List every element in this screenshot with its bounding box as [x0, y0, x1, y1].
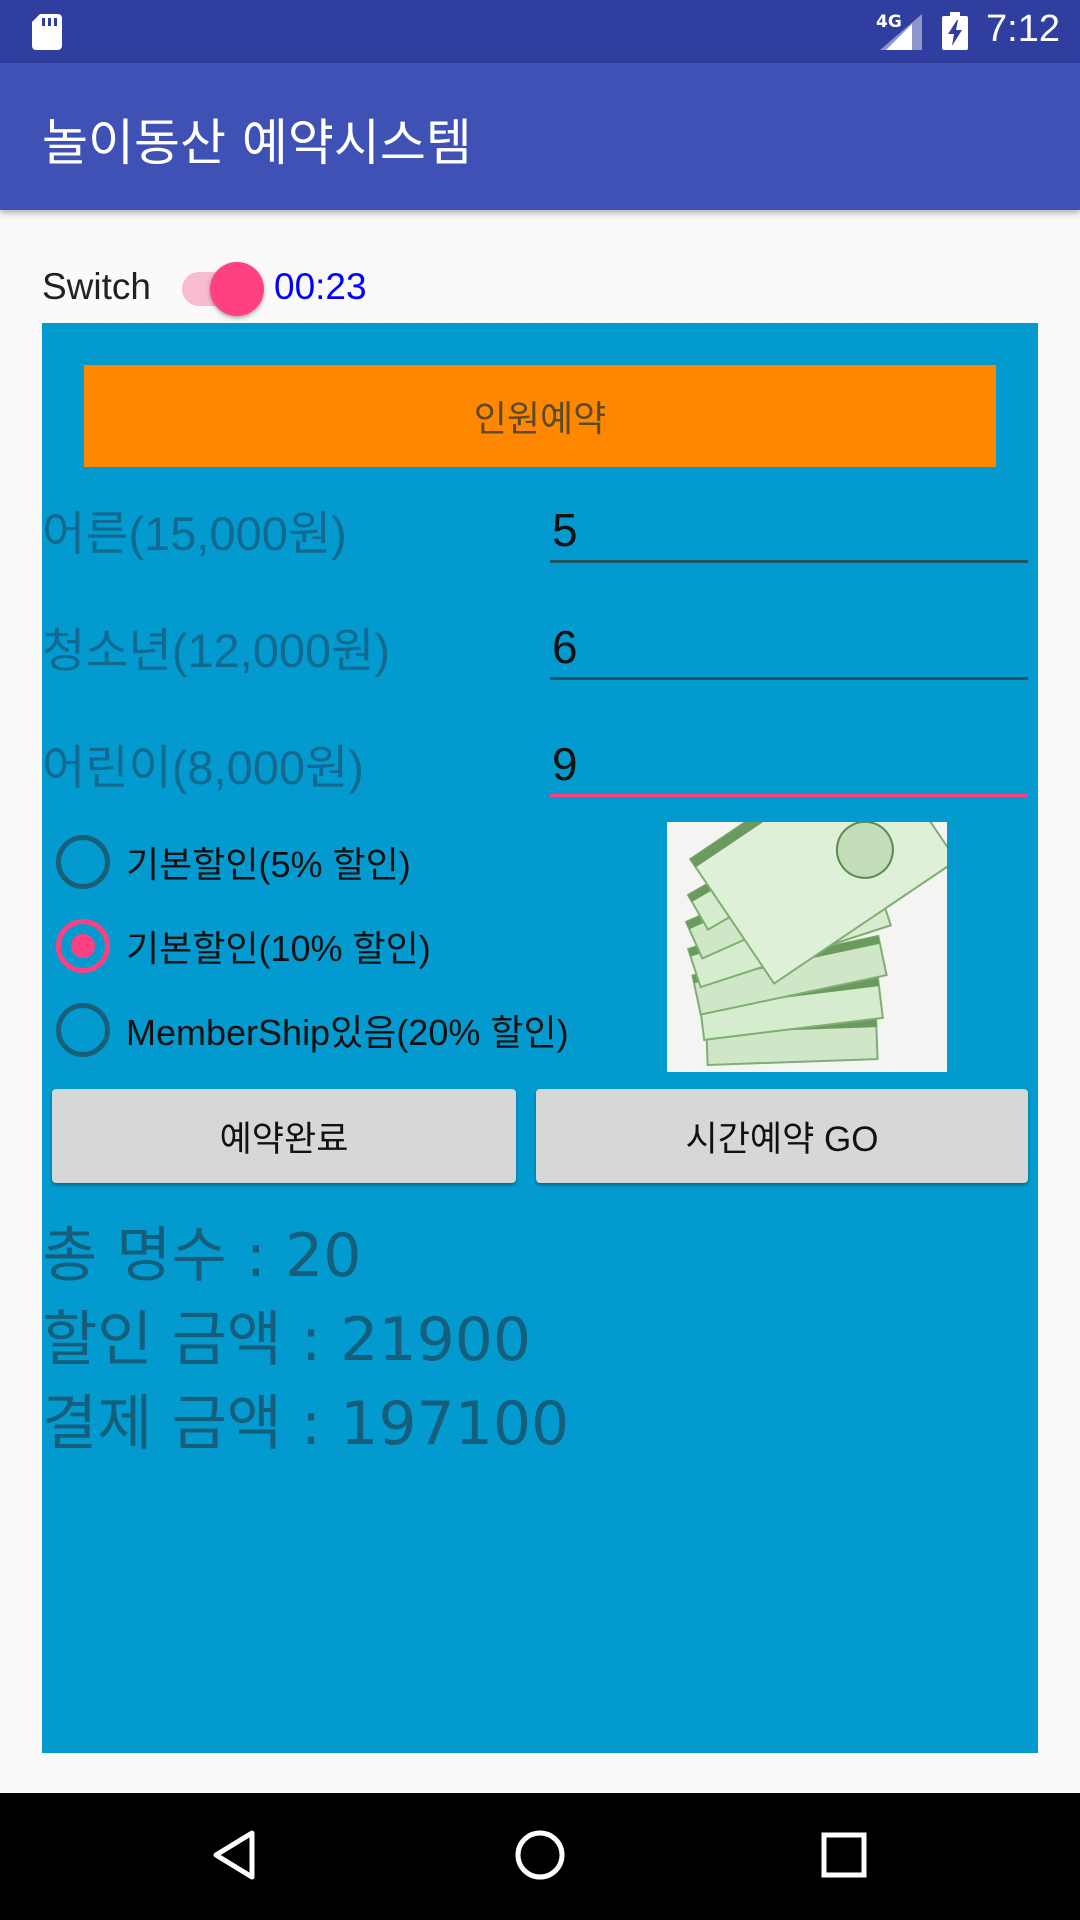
switch-label: Switch — [42, 266, 151, 307]
total-people-text: 총 명수 : 20 — [42, 1221, 362, 1291]
teen-count-input[interactable] — [550, 616, 1028, 680]
reservation-panel: 인원예약 어른(15,000원) 청소년(12,000원) 어린이(8,000원… — [42, 323, 1038, 1753]
reservation-complete-button[interactable]: 예약완료 — [52, 1089, 516, 1183]
adult-label: 어른(15,000원) — [42, 507, 347, 560]
teen-label: 청소년(12,000원) — [42, 624, 391, 677]
discount-option-label: 기본할인(10% 할인) — [126, 928, 431, 969]
back-icon[interactable] — [206, 1825, 266, 1885]
reservation-header: 인원예약 — [84, 365, 996, 467]
sd-card-icon — [32, 14, 62, 50]
discount-option-label: MemberShip있음(20% 할인) — [126, 1012, 569, 1053]
money-image — [667, 822, 947, 1072]
discount-option-membership[interactable]: MemberShip있음(20% 할인) — [56, 1003, 569, 1057]
radio-button-checked[interactable] — [56, 919, 110, 973]
child-count-input[interactable] — [550, 733, 1028, 797]
status-bar: 4G 7:12 — [0, 0, 1080, 63]
app-title: 놀이동산 예약시스템 — [42, 114, 472, 172]
timer-switch[interactable] — [180, 258, 266, 318]
signal-icon — [880, 14, 922, 50]
battery-charging-icon — [942, 12, 968, 50]
payment-amount-text: 결제 금액 : 197100 — [42, 1389, 570, 1459]
discount-option-10[interactable]: 기본할인(10% 할인) — [56, 919, 431, 973]
clock: 7:12 — [986, 8, 1060, 50]
home-icon[interactable] — [510, 1825, 570, 1885]
switch-thumb — [210, 262, 264, 316]
navigation-bar — [0, 1793, 1080, 1920]
adult-count-input[interactable] — [550, 499, 1028, 563]
discount-amount-text: 할인 금액 : 21900 — [42, 1305, 532, 1375]
time-reservation-go-button[interactable]: 시간예약 GO — [536, 1089, 1028, 1183]
timer-display: 00:23 — [274, 266, 367, 307]
network-type: 4G — [876, 12, 902, 32]
child-label: 어린이(8,000원) — [42, 741, 364, 794]
recents-icon[interactable] — [814, 1825, 874, 1885]
radio-button[interactable] — [56, 835, 110, 889]
radio-button[interactable] — [56, 1003, 110, 1057]
discount-option-label: 기본할인(5% 할인) — [126, 844, 411, 885]
discount-option-5[interactable]: 기본할인(5% 할인) — [56, 835, 411, 889]
app-bar: 놀이동산 예약시스템 — [0, 63, 1080, 210]
